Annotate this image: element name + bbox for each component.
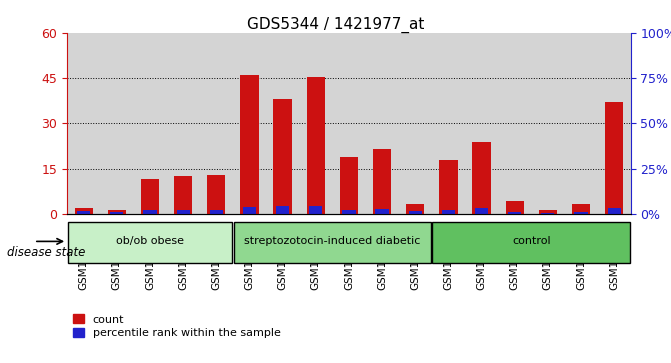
Bar	[605, 102, 623, 214]
Bar	[200, 33, 233, 214]
Bar	[531, 33, 564, 214]
Bar	[276, 206, 289, 214]
Bar	[307, 77, 325, 214]
Bar	[332, 33, 366, 214]
Bar	[564, 33, 598, 214]
Bar	[508, 212, 521, 214]
Bar	[498, 33, 531, 214]
Text: control: control	[512, 236, 551, 246]
Bar	[505, 200, 524, 214]
Bar	[207, 175, 225, 214]
Bar	[243, 207, 256, 214]
Bar	[108, 210, 126, 214]
Bar	[110, 212, 123, 214]
Bar	[475, 208, 488, 214]
Bar	[77, 211, 91, 214]
Bar	[406, 204, 424, 214]
Bar	[340, 157, 358, 214]
FancyBboxPatch shape	[68, 221, 232, 263]
Bar	[598, 33, 631, 214]
Bar	[539, 210, 557, 214]
Bar	[409, 211, 422, 214]
Bar	[166, 33, 200, 214]
Bar	[432, 33, 465, 214]
Bar	[240, 75, 258, 214]
Bar	[174, 176, 193, 214]
Bar	[541, 213, 554, 214]
Bar	[607, 208, 621, 214]
Bar	[74, 208, 93, 214]
Text: streptozotocin-induced diabetic: streptozotocin-induced diabetic	[244, 236, 421, 246]
Bar	[399, 33, 432, 214]
Bar	[574, 212, 588, 214]
Bar	[176, 210, 190, 214]
Bar	[233, 33, 266, 214]
Bar	[141, 179, 159, 214]
Text: disease state: disease state	[7, 246, 85, 259]
Bar	[100, 33, 134, 214]
Text: GDS5344 / 1421977_at: GDS5344 / 1421977_at	[247, 16, 424, 33]
Bar	[376, 209, 389, 214]
Bar	[266, 33, 299, 214]
Bar	[440, 160, 458, 214]
FancyBboxPatch shape	[433, 221, 630, 263]
Bar	[144, 210, 156, 214]
Legend: count, percentile rank within the sample: count, percentile rank within the sample	[72, 314, 280, 338]
Bar	[134, 33, 166, 214]
Bar	[442, 210, 455, 214]
Bar	[465, 33, 498, 214]
FancyBboxPatch shape	[234, 221, 431, 263]
Bar	[472, 142, 491, 214]
Text: ob/ob obese: ob/ob obese	[116, 236, 184, 246]
Bar	[299, 33, 332, 214]
Bar	[209, 210, 223, 214]
Bar	[572, 204, 590, 214]
Bar	[309, 206, 322, 214]
Bar	[274, 99, 292, 214]
Bar	[366, 33, 399, 214]
Bar	[373, 149, 391, 214]
Bar	[67, 33, 100, 214]
Bar	[342, 210, 356, 214]
